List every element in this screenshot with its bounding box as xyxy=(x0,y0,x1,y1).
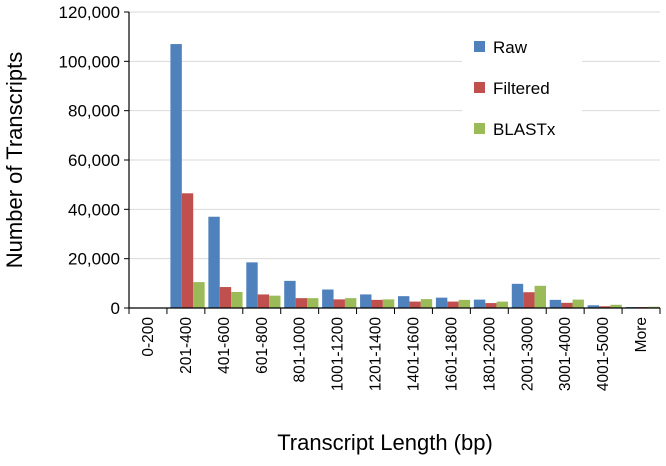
bar-filtered-3001-4000 xyxy=(561,302,573,308)
y-axis-label: Number of Transcripts xyxy=(2,52,27,268)
bar-blastx-1801-2000 xyxy=(496,301,509,308)
bar-blastx-1201-1400 xyxy=(382,299,395,308)
bar-blastx-401-600 xyxy=(231,291,243,308)
x-tick-label: 401-600 xyxy=(216,317,233,374)
bar-blastx-2001-3000 xyxy=(534,285,546,308)
bar-raw-801-1000 xyxy=(284,280,296,308)
bar-raw-1801-2000 xyxy=(473,299,486,308)
y-tick-label: 80,000 xyxy=(68,102,120,121)
bar-blastx-801-1000 xyxy=(307,298,319,308)
x-axis-label: Transcript Length (bp) xyxy=(277,430,493,455)
x-tick-label: 3001-4000 xyxy=(557,317,574,392)
y-tick-label: 0 xyxy=(111,299,120,318)
bar-filtered-401-600 xyxy=(219,287,232,308)
bar-raw-1401-1600 xyxy=(398,296,410,308)
bar-blastx-1601-1800 xyxy=(458,299,471,308)
bar-raw-2001-3000 xyxy=(511,283,524,308)
bar-blastx-4001-5000 xyxy=(610,304,622,308)
x-tick-label: 2001-3000 xyxy=(519,317,536,392)
legend-swatch-raw xyxy=(474,41,485,52)
bar-blastx-601-800 xyxy=(269,295,281,308)
bar-filtered-1801-2000 xyxy=(485,303,497,308)
x-tick-label: 4001-5000 xyxy=(595,317,612,392)
bar-blastx-1401-1600 xyxy=(420,299,433,308)
legend: Raw Filtered BLASTx xyxy=(462,22,582,152)
bar-raw-4001-5000 xyxy=(587,305,600,308)
legend-swatch-blastx xyxy=(474,123,485,134)
bar-filtered-1201-1400 xyxy=(371,299,383,308)
bar-filtered-201-400 xyxy=(181,193,194,308)
x-tick-label: 601-800 xyxy=(254,317,271,374)
legend-label-filtered: Filtered xyxy=(493,79,550,98)
x-axis-ticks: 0-200 201-400 401-600 601-800 801-1000 1001-1… xyxy=(128,308,661,392)
bar-raw-601-800 xyxy=(246,262,258,308)
bars xyxy=(170,44,660,309)
bar-filtered-1601-1800 xyxy=(447,301,459,308)
bar-filtered-2001-3000 xyxy=(523,292,535,308)
bar-filtered-4001-5000 xyxy=(599,306,611,308)
bar-filtered-601-800 xyxy=(257,294,270,308)
bar-blastx-201-400 xyxy=(193,282,205,308)
y-axis-ticks: 0 20,000 40,000 60,000 80,000 100,000 120,000 xyxy=(59,3,129,318)
x-tick-label: 0-200 xyxy=(140,317,157,357)
y-tick-label: 40,000 xyxy=(68,200,120,219)
bar-raw-1601-1800 xyxy=(435,297,448,308)
x-tick-label: 1601-1800 xyxy=(443,317,460,392)
y-tick-label: 60,000 xyxy=(68,151,120,170)
bar-raw-1001-1200 xyxy=(322,289,334,308)
bar-raw-401-600 xyxy=(208,216,220,308)
bar-filtered-1001-1200 xyxy=(333,299,345,308)
x-tick-label: More xyxy=(633,317,650,352)
x-tick-label: 1201-1400 xyxy=(368,317,385,392)
bar-blastx-1001-1200 xyxy=(344,298,357,308)
x-tick-label: 1001-1200 xyxy=(330,317,347,392)
bar-blastx-more xyxy=(648,306,660,308)
bar-filtered-1401-1600 xyxy=(409,301,421,308)
y-tick-label: 100,000 xyxy=(59,52,120,71)
legend-label-raw: Raw xyxy=(493,38,528,57)
y-tick-label: 120,000 xyxy=(59,3,120,22)
bar-raw-3001-4000 xyxy=(549,299,562,308)
bar-raw-201-400 xyxy=(170,44,182,309)
gridlines xyxy=(129,11,660,260)
legend-label-blastx: BLASTx xyxy=(493,120,556,139)
x-tick-label: 1801-2000 xyxy=(481,317,498,392)
bar-filtered-801-1000 xyxy=(295,298,308,308)
y-tick-label: 20,000 xyxy=(68,250,120,269)
x-tick-label: 201-400 xyxy=(178,317,195,374)
x-tick-label: 1401-1600 xyxy=(405,317,422,392)
bar-blastx-3001-4000 xyxy=(572,299,584,308)
x-tick-label: 801-1000 xyxy=(292,317,309,383)
bar-raw-1201-1400 xyxy=(360,294,372,308)
legend-swatch-filtered xyxy=(474,82,485,93)
